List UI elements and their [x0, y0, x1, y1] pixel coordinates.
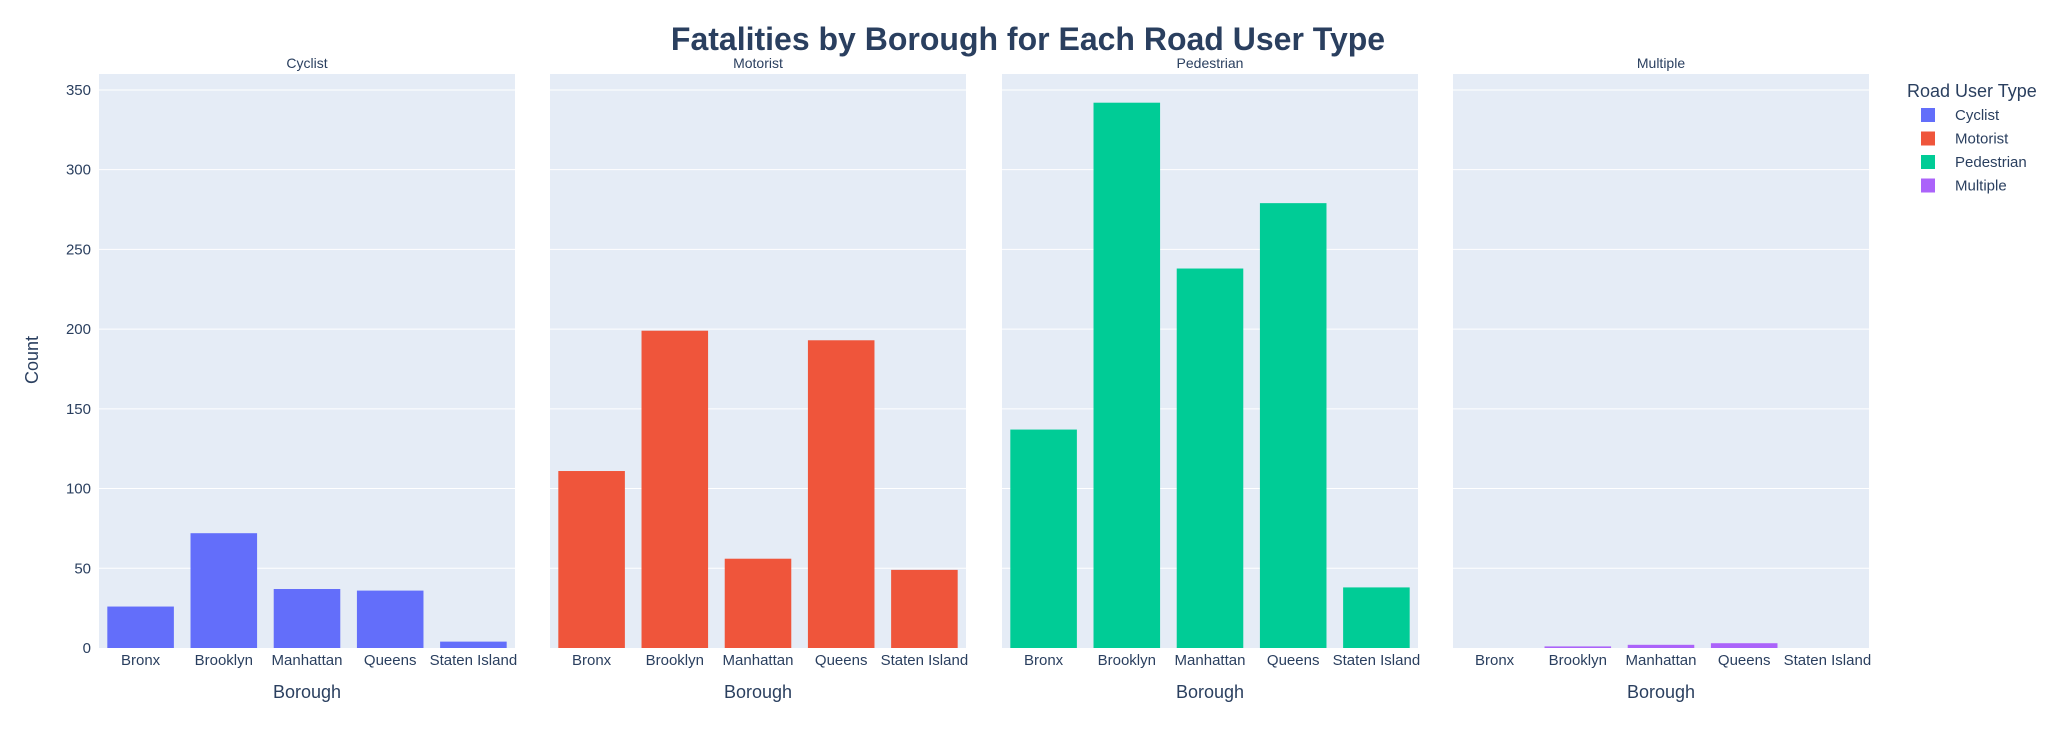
bar-cyclist-manhattan: [273, 589, 341, 648]
legend-label: Pedestrian: [1955, 154, 2027, 171]
x-tick-label: Queens: [815, 652, 868, 669]
x-tick-label: Brooklyn: [195, 652, 253, 669]
x-tick-label: Bronx: [1024, 652, 1064, 669]
legend-items: Cyclist Motorist Pedestrian Multiple: [1921, 107, 2027, 195]
x-tick-label: Manhattan: [1175, 652, 1246, 669]
x-tick-label: Manhattan: [723, 652, 794, 669]
x-tick-label: Manhattan: [1626, 652, 1697, 669]
facet-panel-cyclist: 0 50 100 150 200 250 300 350 Cyclist Bronx Brookly…: [66, 55, 517, 702]
x-tick-label: Queens: [1718, 652, 1771, 669]
bar-cyclist-brooklyn: [190, 533, 258, 648]
x-tick-label: Manhattan: [272, 652, 343, 669]
y-tick-label: 50: [74, 560, 91, 577]
bar-cyclist-queens: [356, 590, 424, 648]
x-tick-label: Brooklyn: [1098, 652, 1156, 669]
x-axis-title: Borough: [1627, 682, 1695, 702]
legend-item-cyclist: Cyclist: [1921, 107, 2000, 124]
x-tick-label: Staten Island: [1333, 652, 1421, 669]
facet-title: Cyclist: [286, 55, 327, 71]
plot-background: [99, 74, 515, 648]
legend-label: Multiple: [1955, 178, 2007, 195]
facet-panel-pedestrian: Pedestrian Bronx Brooklyn Manhattan Queens St…: [1002, 55, 1420, 702]
bar-pedestrian-staten-island: [1343, 587, 1410, 648]
bar-cyclist-bronx: [107, 606, 174, 648]
bar-motorist-staten-island: [891, 569, 958, 648]
y-axis-title: Count: [22, 336, 42, 384]
legend-title: Road User Type: [1907, 81, 2037, 101]
bar-multiple-manhattan: [1627, 644, 1695, 648]
x-tick-label: Staten Island: [1784, 652, 1872, 669]
plot-background: [1453, 74, 1869, 648]
facet-panel-multiple: Multiple Bronx Brooklyn Manhattan Queens Stat…: [1453, 55, 1871, 702]
x-tick-label: Staten Island: [430, 652, 518, 669]
bar-multiple-brooklyn: [1544, 646, 1612, 648]
facet-panel-motorist: Motorist Bronx Brooklyn Manhattan Queens Stat…: [550, 55, 968, 702]
facet-panels: 0 50 100 150 200 250 300 350 Cyclist Bronx Brookly…: [66, 55, 1871, 702]
legend-label: Cyclist: [1955, 107, 2000, 124]
bar-motorist-manhattan: [724, 558, 792, 648]
bar-pedestrian-queens: [1259, 203, 1327, 648]
x-tick-label: Bronx: [572, 652, 612, 669]
y-tick-label: 200: [66, 321, 91, 338]
x-tick-label: Staten Island: [881, 652, 969, 669]
legend-item-motorist: Motorist: [1921, 131, 2009, 148]
x-tick-label: Queens: [1267, 652, 1320, 669]
y-tick-label: 250: [66, 241, 91, 258]
bar-motorist-bronx: [558, 471, 625, 648]
legend-swatch: [1921, 131, 1935, 146]
legend-item-pedestrian: Pedestrian: [1921, 154, 2027, 171]
facet-title: Pedestrian: [1177, 55, 1244, 71]
bar-pedestrian-brooklyn: [1093, 102, 1161, 648]
bar-motorist-brooklyn: [641, 330, 709, 648]
bar-pedestrian-manhattan: [1176, 268, 1244, 648]
x-axis-title: Borough: [1176, 682, 1244, 702]
facet-title: Motorist: [733, 55, 783, 71]
legend-swatch: [1921, 108, 1935, 122]
x-tick-label: Queens: [364, 652, 417, 669]
y-tick-label: 100: [66, 481, 91, 498]
y-tick-label: 350: [66, 82, 91, 99]
x-axis-title: Borough: [273, 682, 341, 702]
x-axis-title: Borough: [724, 682, 792, 702]
legend-swatch: [1921, 155, 1935, 169]
y-tick-label: 150: [66, 401, 91, 418]
x-tick-label: Brooklyn: [646, 652, 704, 669]
x-tick-label: Brooklyn: [1549, 652, 1607, 669]
bar-multiple-queens: [1710, 643, 1778, 648]
chart-title: Fatalities by Borough for Each Road User…: [671, 21, 1385, 57]
bar-cyclist-staten-island: [440, 641, 507, 648]
y-tick-label: 0: [83, 640, 91, 657]
facet-title: Multiple: [1637, 55, 1685, 71]
legend-swatch: [1921, 178, 1935, 193]
bar-pedestrian-bronx: [1010, 429, 1077, 648]
legend-item-multiple: Multiple: [1921, 178, 2007, 195]
x-tick-label: Bronx: [121, 652, 161, 669]
bar-motorist-queens: [807, 340, 875, 648]
y-tick-label: 300: [66, 162, 91, 179]
legend-label: Motorist: [1955, 131, 2009, 148]
x-tick-label: Bronx: [1475, 652, 1515, 669]
legend: Road User Type Cyclist Motorist Pedestrian…: [1907, 81, 2037, 195]
